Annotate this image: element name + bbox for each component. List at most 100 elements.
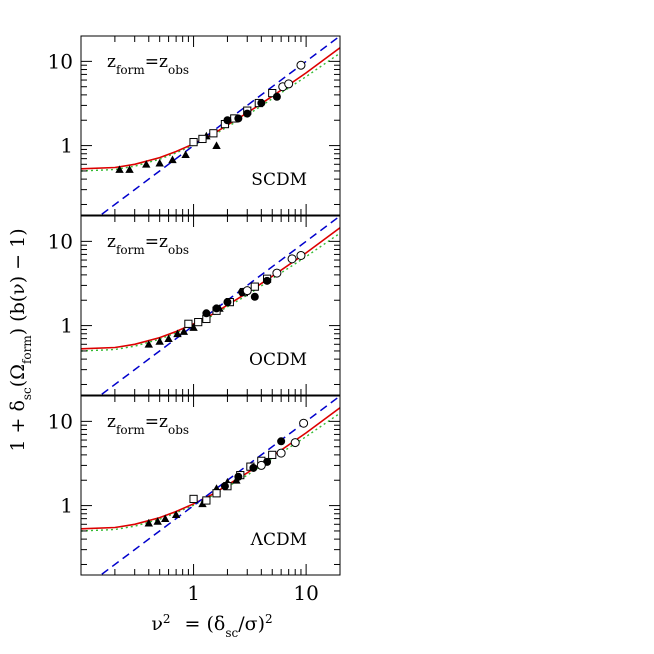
filled-circle-point xyxy=(272,92,281,101)
filled-circle-point xyxy=(220,482,229,491)
filled-circle-point xyxy=(250,292,259,301)
triangle-point xyxy=(168,155,177,164)
y-axis-label-part: form xyxy=(20,335,34,364)
triangle-point xyxy=(155,337,164,345)
annotation-part: = xyxy=(145,412,159,432)
open-circle-point xyxy=(299,418,309,428)
plot-area xyxy=(81,396,340,575)
y-axis-label-part: ) (b(ν) − 1) xyxy=(7,228,29,335)
filled-circle-point xyxy=(249,463,258,472)
filled-circle-point xyxy=(234,114,243,123)
y-axis-label-part: 1 + δ xyxy=(7,400,29,452)
panel-frame xyxy=(80,215,341,396)
y-tick-label: 1 xyxy=(60,314,73,338)
open-circle-point xyxy=(276,448,286,458)
open-circle-point xyxy=(296,250,306,260)
filled-circle-point xyxy=(243,109,252,118)
x-axis-label-part: 2 xyxy=(163,612,171,626)
filled-circle-point xyxy=(263,276,272,285)
y-tick-label: 1 xyxy=(60,134,73,158)
filled-circle-point xyxy=(212,304,221,313)
triangle-point xyxy=(142,160,151,168)
y-tick-label: 10 xyxy=(48,49,73,73)
triangle-point xyxy=(153,517,162,525)
open-square-point xyxy=(268,450,277,459)
annotation-part: z xyxy=(107,412,116,432)
open-circle-point xyxy=(256,460,266,470)
triangle-point xyxy=(155,158,164,167)
plot-area xyxy=(81,216,340,395)
open-square-point xyxy=(189,494,198,504)
triangle-point xyxy=(144,340,153,348)
triangle-point xyxy=(164,334,173,343)
x-tick-label: 1 xyxy=(187,581,200,605)
ticks xyxy=(80,395,341,575)
panel-annotation: zform=zobs xyxy=(107,52,189,77)
open-square-point xyxy=(194,318,203,327)
x-axis-label-part: 2 xyxy=(265,612,273,626)
x-axis-label-part: ν xyxy=(151,613,163,635)
ticks xyxy=(80,35,341,215)
annotation-part: = xyxy=(145,232,159,252)
annotation-part: z xyxy=(107,232,116,252)
triangle-point xyxy=(125,165,134,173)
triangle-point xyxy=(173,329,182,338)
annotation-part: obs xyxy=(168,243,189,257)
open-circle-point xyxy=(290,438,300,448)
y-axis-label-part: sc xyxy=(20,387,34,400)
panel-label: ΛCDM xyxy=(250,530,307,550)
annotation-part: = xyxy=(145,52,159,72)
panel-label: OCDM xyxy=(249,350,307,370)
x-axis-label: ν2 = (δsc/σ)2 xyxy=(151,612,272,640)
x-axis-label-part: /σ) xyxy=(238,613,265,635)
open-circle-point xyxy=(272,268,282,278)
annotation-part: z xyxy=(159,52,168,72)
filled-circle-point xyxy=(277,437,286,446)
open-circle-point xyxy=(284,79,294,89)
panel-frame xyxy=(80,35,341,216)
annotation-part: form xyxy=(116,243,145,257)
y-tick-label: 1 xyxy=(60,494,73,518)
annotation-part: form xyxy=(116,423,145,437)
green-curve xyxy=(81,232,340,352)
panel-label: SCDM xyxy=(251,170,307,190)
filled-circle-point xyxy=(234,472,243,481)
triangle-point xyxy=(212,141,221,149)
triangle-point xyxy=(171,510,181,519)
panel-annotation: zform=zobs xyxy=(107,232,189,257)
blue-curve xyxy=(99,396,340,575)
x-axis-label-part: sc xyxy=(225,626,238,640)
open-circle-point xyxy=(242,286,252,296)
green-curve xyxy=(81,412,340,532)
triangle-point xyxy=(115,165,124,173)
annotation-part: obs xyxy=(168,423,189,437)
filled-circle-point xyxy=(223,116,232,125)
ticks xyxy=(80,215,341,395)
open-circle-point xyxy=(287,254,297,264)
y-axis-label: 1 + δsc(Ωform) (b(ν) − 1) xyxy=(7,228,34,451)
open-square-point xyxy=(212,489,221,498)
blue-curve xyxy=(99,216,340,395)
filled-circle-point xyxy=(257,99,266,108)
open-square-point xyxy=(189,138,198,147)
triangle-point xyxy=(179,327,189,335)
x-tick-label: 10 xyxy=(293,581,318,605)
annotation-part: obs xyxy=(168,63,189,77)
triangle-point xyxy=(161,514,170,523)
y-tick-label: 10 xyxy=(48,409,73,433)
plot-area xyxy=(81,36,340,215)
open-square-point xyxy=(250,282,259,291)
annotation-part: z xyxy=(159,412,168,432)
open-square-point xyxy=(198,134,207,144)
filled-circle-point xyxy=(202,309,211,318)
open-square-point xyxy=(209,129,218,138)
panel-scdm: 1 10 zform=zobs SCDM xyxy=(48,35,341,216)
y-axis-label-part: (Ω xyxy=(7,364,29,387)
x-axis-label-part: = (δ xyxy=(185,613,226,635)
triangle-point xyxy=(181,150,190,159)
filled-circle-point xyxy=(223,298,232,307)
panel-annotation: zform=zobs xyxy=(107,412,189,437)
